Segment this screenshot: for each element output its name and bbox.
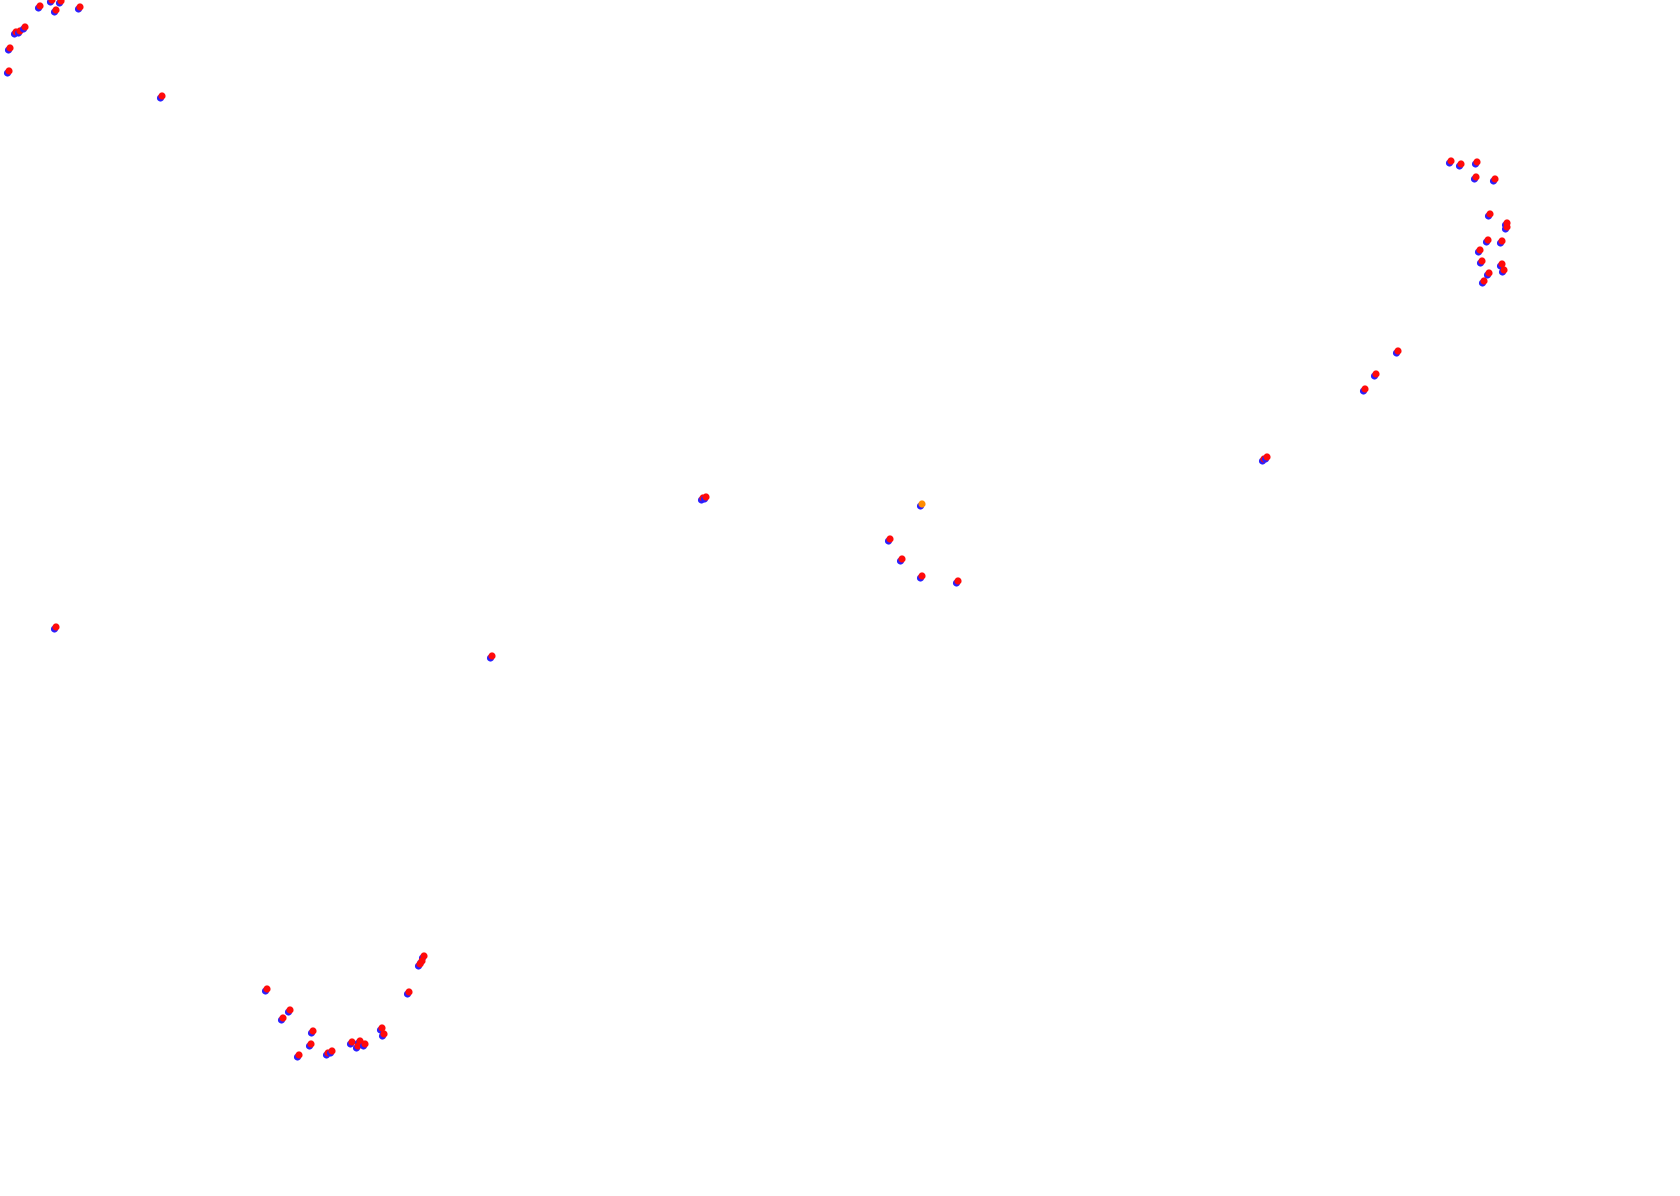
data-point (1503, 223, 1511, 231)
data-point (295, 1051, 303, 1059)
data-point (405, 988, 413, 996)
data-point (380, 1030, 388, 1038)
data-point (328, 1047, 336, 1055)
data-point (1478, 257, 1486, 265)
markers-layer (3, 0, 1511, 1061)
data-point (1476, 246, 1484, 254)
data-point (158, 92, 166, 100)
data-point (279, 1014, 287, 1022)
data-point (898, 555, 906, 563)
data-point (1457, 160, 1465, 168)
data-point-highlight (918, 500, 926, 508)
data-point (348, 1038, 356, 1046)
data-point (5, 67, 13, 75)
data-point (6, 44, 14, 52)
data-point (1263, 453, 1271, 461)
data-point (21, 23, 29, 31)
data-point (307, 1040, 315, 1048)
data-point (918, 572, 926, 580)
data-point (416, 960, 424, 968)
data-point (378, 1024, 386, 1032)
data-point (1394, 347, 1402, 355)
data-point (886, 535, 894, 543)
data-point (309, 1027, 317, 1035)
data-point (1500, 266, 1508, 274)
data-point (354, 1042, 362, 1050)
data-point (1484, 236, 1492, 244)
data-point (48, 0, 56, 4)
data-point (52, 6, 60, 14)
data-point (488, 652, 496, 660)
data-point (702, 493, 710, 501)
data-point (57, 0, 65, 5)
data-point (286, 1006, 294, 1014)
data-point (1361, 385, 1369, 393)
data-point (1491, 175, 1499, 183)
data-point (263, 985, 271, 993)
data-point (1486, 210, 1494, 218)
data-point (1498, 237, 1506, 245)
data-point (36, 2, 44, 10)
data-point (1472, 173, 1480, 181)
data-point (1447, 157, 1455, 165)
data-point (52, 623, 60, 631)
data-point (1480, 277, 1488, 285)
data-point (76, 3, 84, 11)
data-point (361, 1040, 369, 1048)
data-point (954, 577, 962, 585)
data-point (1485, 269, 1493, 277)
data-point (1372, 370, 1380, 378)
data-point (1498, 260, 1506, 268)
data-point (1473, 158, 1481, 166)
